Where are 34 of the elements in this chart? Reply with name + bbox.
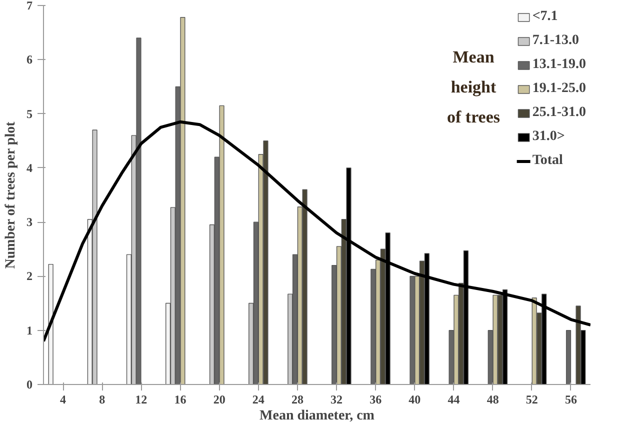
x-tick-label: 4 xyxy=(60,392,66,406)
x-tick-label: 52 xyxy=(526,392,538,406)
y-tick-label: 7 xyxy=(26,0,32,12)
y-tick-label: 0 xyxy=(26,378,32,392)
y-tick-label: 3 xyxy=(26,215,32,230)
legend-label: Total xyxy=(532,153,563,169)
x-tick-label: 12 xyxy=(135,392,148,406)
legend-label: 13.1-19.0 xyxy=(532,57,586,73)
bar xyxy=(48,264,54,384)
x-tick-label: 48 xyxy=(486,392,499,406)
annotation: Mean height of trees xyxy=(446,48,500,126)
legend-label: 19.1-25.0 xyxy=(532,81,586,97)
x-tick-label: 56 xyxy=(564,392,577,406)
y-tick-label: 6 xyxy=(26,52,32,67)
x-tick-label: 24 xyxy=(252,392,264,406)
y-tick-label: 4 xyxy=(26,160,32,175)
x-tick-label: 28 xyxy=(291,392,304,406)
legend-label: 7.1-13.0 xyxy=(532,33,579,49)
bar xyxy=(566,330,572,384)
x-tick-label: 44 xyxy=(448,392,460,406)
y-axis-title: Number of trees per plot xyxy=(4,121,18,269)
x-tick-label: 36 xyxy=(370,392,382,406)
legend-label: <7.1 xyxy=(532,9,558,25)
y-tick-label: 5 xyxy=(26,106,32,121)
x-tick-label: 20 xyxy=(213,392,226,406)
legend-label: 25.1-31.0 xyxy=(532,105,586,121)
x-tick-label: 8 xyxy=(99,392,106,406)
y-tick-label: 1 xyxy=(26,323,32,338)
y-tick-label: 2 xyxy=(26,269,32,284)
x-tick-label: 40 xyxy=(408,392,421,406)
x-tick-label: 16 xyxy=(174,392,186,406)
x-axis-title: Mean diameter, cm xyxy=(260,408,375,424)
legend-label: 31.0> xyxy=(532,129,565,145)
x-tick-label: 32 xyxy=(330,392,343,406)
